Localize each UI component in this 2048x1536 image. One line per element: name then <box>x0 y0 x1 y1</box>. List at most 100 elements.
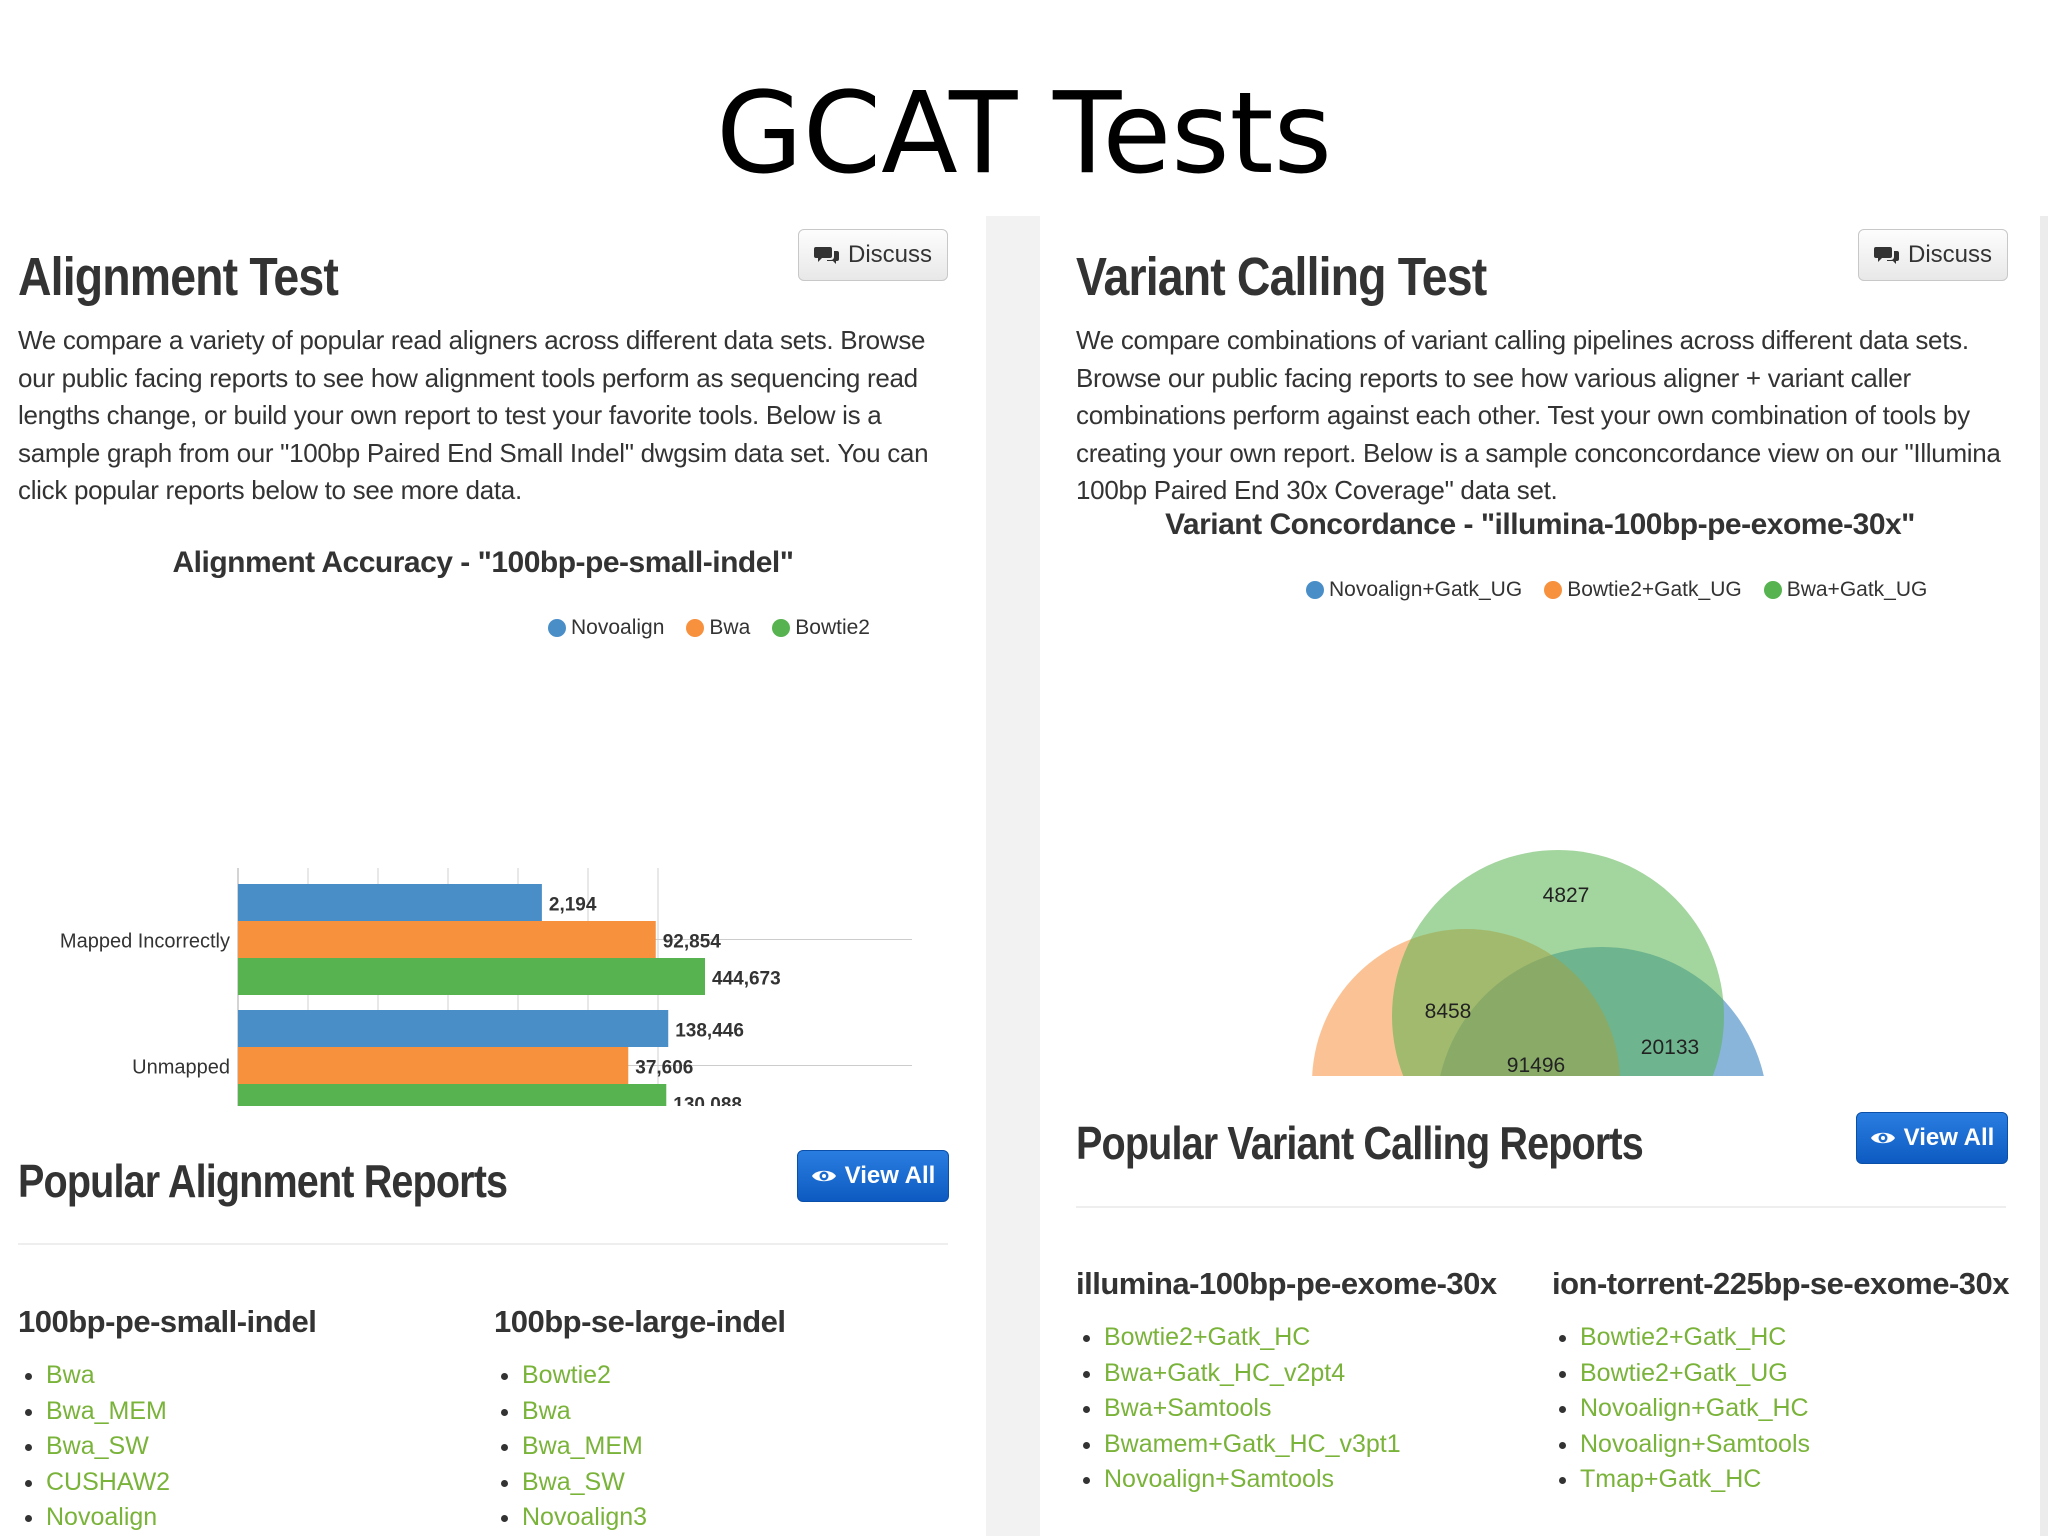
list-item: Tmap+Gatk_HC <box>1580 1462 2009 1498</box>
variant-chart-title: Variant Concordance - "illumina-100bp-pe… <box>1165 508 1915 541</box>
report-link[interactable]: Novoalign+Samtools <box>1104 1465 1334 1493</box>
comments-icon <box>1873 247 1899 264</box>
variant-chart-legend: Novoalign+Gatk_UG Bowtie2+Gatk_UG Bwa+Ga… <box>1306 578 1927 602</box>
list-item: Bwa <box>522 1394 785 1430</box>
alignment-description: We compare a variety of popular read ali… <box>18 325 929 505</box>
alignment-panel: Alignment Test Discuss We compare a vari… <box>0 216 986 1536</box>
category-label: Unmapped <box>132 1057 230 1079</box>
alignment-bar-chart: Mapped Incorrectly 2,194 92,854 444,673 Unma… <box>60 868 912 1106</box>
report-link[interactable]: CUSHAW2 <box>46 1467 171 1496</box>
report-link[interactable]: Novoalign <box>46 1503 158 1531</box>
alignment-chart-title: Alignment Accuracy - "100bp-pe-small-ind… <box>172 546 794 579</box>
legend-swatch <box>686 619 705 637</box>
legend-swatch <box>1763 581 1782 599</box>
report-link[interactable]: Bwa_MEM <box>46 1396 167 1425</box>
list-item: Novoalign3 <box>522 1500 785 1536</box>
legend-label: Bwa <box>709 616 751 639</box>
report-link[interactable]: Bwa_SW <box>46 1432 149 1460</box>
variant-panel: Variant Calling Test Discuss We compare … <box>1040 216 2040 1536</box>
legend-item-novoalign[interactable]: Novoalign <box>548 616 664 640</box>
list-item: Bwa_MEM <box>522 1429 785 1465</box>
legend-item-bowtie2[interactable]: Bowtie2 <box>772 616 870 640</box>
legend-item-bowtie2-gatk-ug[interactable]: Bowtie2+Gatk_UG <box>1544 578 1742 602</box>
report-link[interactable]: Novoalign+Samtools <box>1580 1429 1810 1458</box>
data-label: 444,673 <box>712 969 781 990</box>
list-item: Bwa_MEM <box>46 1394 316 1430</box>
legend-item-novoalign-gatk-ug[interactable]: Novoalign+Gatk_UG <box>1306 578 1522 602</box>
report-link[interactable]: Novoalign3 <box>522 1503 648 1531</box>
data-label: 138,446 <box>675 1021 744 1042</box>
legend-label: Novoalign <box>571 616 665 639</box>
list-item: Bwa <box>46 1358 316 1394</box>
venn-region-label: 91496 <box>1507 1054 1565 1076</box>
list-item: Bwa_SW <box>522 1465 785 1501</box>
category-label: Mapped Incorrectly <box>60 931 230 953</box>
bar <box>238 1010 669 1047</box>
list-item: Bowtie2+Gatk_UG <box>1580 1356 2009 1392</box>
venn-region-label: 20133 <box>1641 1036 1699 1059</box>
report-link[interactable]: Bowtie2+Gatk_HC <box>1104 1323 1311 1351</box>
list-item: Bwa_SW <box>46 1429 316 1465</box>
list-item: Novoalign+Samtools <box>1104 1462 1497 1498</box>
bar <box>238 921 656 958</box>
divider <box>18 1243 948 1245</box>
report-link[interactable]: Bwa_MEM <box>522 1432 643 1460</box>
variant-reports-title: Popular Variant Calling Reports <box>1076 1117 1644 1169</box>
variant-title: Variant Calling Test <box>1076 247 1487 307</box>
list-item: Bowtie2 <box>522 1358 785 1394</box>
divider <box>1076 1206 2006 1208</box>
report-link[interactable]: Bowtie2+Gatk_HC <box>1580 1323 1787 1351</box>
legend-label: Bowtie2 <box>795 616 870 639</box>
data-label: 92,854 <box>663 932 722 953</box>
eye-icon <box>1870 1132 1895 1144</box>
bar <box>238 958 706 995</box>
legend-item-bwa[interactable]: Bwa <box>686 616 750 640</box>
data-label: 37,606 <box>635 1058 693 1079</box>
report-link[interactable]: Bwa+Samtools <box>1104 1394 1272 1422</box>
report-link[interactable]: Bwa+Gatk_HC_v2pt4 <box>1104 1358 1346 1387</box>
report-link[interactable]: Novoalign+Gatk_HC <box>1580 1394 1809 1422</box>
report-link[interactable]: Tmap+Gatk_HC <box>1580 1465 1762 1493</box>
bar <box>238 1084 667 1106</box>
report-link[interactable]: Bowtie2 <box>522 1361 611 1389</box>
report-group-title: illumina-100bp-pe-exome-30x <box>1076 1266 1497 1301</box>
alignment-discuss-button[interactable]: Discuss <box>798 229 948 281</box>
legend-swatch <box>1306 581 1324 599</box>
report-group-title: ion-torrent-225bp-se-exome-30x <box>1552 1266 2010 1301</box>
legend-label: Bwa+Gatk_UG <box>1786 578 1928 601</box>
variant-discuss-button[interactable]: Discuss <box>1858 229 2008 281</box>
report-group: 100bp-pe-small-indel Bwa Bwa_MEM Bwa_SW … <box>18 1304 317 1536</box>
bar <box>238 884 542 921</box>
alignment-title: Alignment Test <box>18 247 339 307</box>
variant-view-all-button[interactable]: View All <box>1856 1112 2008 1164</box>
venn-region-label: 8458 <box>1425 1000 1472 1023</box>
report-link[interactable]: Bwa_SW <box>522 1467 625 1496</box>
report-link[interactable]: Bowtie2+Gatk_UG <box>1580 1358 1788 1387</box>
list-item: Bwamem+Gatk_HC_v3pt1 <box>1104 1427 1497 1463</box>
legend-swatch <box>1544 581 1563 599</box>
variant-discuss-label: Discuss <box>1907 241 1992 268</box>
report-link[interactable]: Bwamem+Gatk_HC_v3pt1 <box>1104 1429 1401 1458</box>
variant-description: We compare combinations of variant calli… <box>1076 325 2001 505</box>
legend-swatch <box>548 619 566 637</box>
venn-circle-bwa[interactable] <box>1392 850 1724 1076</box>
eye-icon <box>811 1170 836 1182</box>
legend-label: Bowtie2+Gatk_UG <box>1567 578 1742 601</box>
alignment-view-all-button[interactable]: View All <box>797 1150 949 1202</box>
list-item: Novoalign <box>46 1500 316 1536</box>
report-group: ion-torrent-225bp-se-exome-30x Bowtie2+G… <box>1552 1266 2010 1498</box>
alignment-reports-title: Popular Alignment Reports <box>18 1155 508 1207</box>
alignment-discuss-label: Discuss <box>847 241 932 268</box>
legend-swatch <box>772 619 791 637</box>
panel-gutter <box>986 216 1040 1536</box>
report-group: 100bp-se-large-indel Bowtie2 Bwa Bwa_MEM… <box>494 1304 786 1536</box>
list-item: Novoalign+Gatk_HC <box>1580 1391 2009 1427</box>
list-item: Bwa+Samtools <box>1104 1391 1497 1427</box>
report-group: illumina-100bp-pe-exome-30x Bowtie2+Gatk… <box>1076 1266 1497 1498</box>
legend-item-bwa-gatk-ug[interactable]: Bwa+Gatk_UG <box>1763 578 1928 602</box>
report-link[interactable]: Bwa <box>522 1396 571 1425</box>
alignment-view-all-label: View All <box>844 1162 936 1189</box>
report-link[interactable]: Bwa <box>46 1361 95 1389</box>
slide-title: GCAT Tests <box>716 69 1332 199</box>
data-label: 2,194 <box>549 895 597 916</box>
